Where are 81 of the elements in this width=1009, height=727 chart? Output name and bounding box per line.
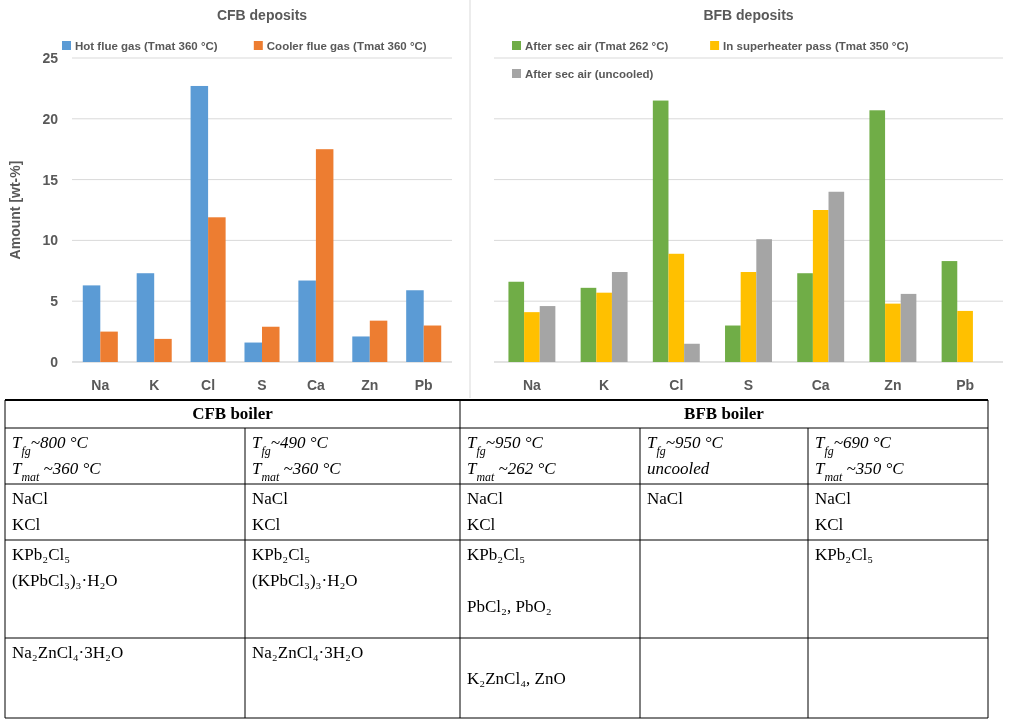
text: NaCl KCl <box>815 489 852 534</box>
bar <box>539 306 556 362</box>
bar <box>423 325 442 362</box>
text: Na₂ZnCl₄·3H₂O <box>252 643 364 662</box>
bar <box>900 293 917 362</box>
bar <box>957 310 973 362</box>
legend-label: Hot flue gas (Tmat 360 °C) <box>75 40 218 53</box>
legend-label: Cooler flue gas (Tmat 360 °C) <box>266 40 427 53</box>
x-tick-label: Ca <box>306 377 326 393</box>
bar <box>812 210 829 362</box>
bar <box>244 342 262 362</box>
bar <box>524 312 540 362</box>
text: NaCl <box>647 489 684 508</box>
y-tick-label: 5 <box>50 293 59 310</box>
bar <box>828 191 845 362</box>
bar <box>652 100 669 362</box>
bar <box>668 253 685 362</box>
bar <box>869 110 886 362</box>
bar <box>611 272 628 362</box>
x-tick-label: Na <box>522 377 542 393</box>
text: NaCl KCl <box>12 489 49 534</box>
legend-label: In superheater pass (Tmat 350 °C) <box>723 40 909 53</box>
x-tick-label: Na <box>91 377 110 393</box>
chart-title: CFB deposits <box>216 7 308 23</box>
text: KPb₂Cl₅ (KPbCl₃)₃·H₂O <box>12 545 118 590</box>
chart-title: BFB deposits <box>703 7 794 23</box>
x-tick-label: Cl <box>201 377 216 393</box>
text: KPb₂Cl₅ (KPbCl₃)₃·H₂O <box>252 545 358 590</box>
bar <box>82 285 101 362</box>
bar <box>885 303 901 362</box>
x-tick-label: Pb <box>956 377 975 393</box>
x-tick-label: S <box>743 377 754 393</box>
text: KPb₂Cl₅ <box>815 545 874 564</box>
x-tick-label: Pb <box>414 377 433 393</box>
text: K₂ZnCl₄, ZnO <box>467 669 566 688</box>
text: Na₂ZnCl₄·3H₂O <box>12 643 124 662</box>
bar <box>596 292 612 362</box>
x-tick-label: K <box>599 377 610 393</box>
y-axis-title: Amount [wt-%] <box>7 160 23 260</box>
bar <box>406 290 424 362</box>
bar <box>369 320 388 362</box>
text: NaCl KCl <box>252 489 289 534</box>
legend-label: After sec air (Tmat 262 °C) <box>525 40 669 53</box>
legend-label: After sec air (uncooled) <box>525 68 654 81</box>
x-tick-label: S <box>257 377 267 393</box>
bar <box>100 331 118 362</box>
y-tick-label: 15 <box>42 171 59 188</box>
text: T$_{fg}$~800 °C T$_{mat}$ ~360 °C <box>12 433 102 484</box>
y-tick-label: 10 <box>42 232 59 249</box>
bar <box>725 325 741 362</box>
text: T$_{fg}$~950 °C uncooled <box>647 433 724 478</box>
text: T$_{fg}$~690 °C T$_{mat}$ ~350 °C <box>815 433 905 484</box>
text: KPb₂Cl₅ PbCl₂, PbO₂ <box>467 545 552 616</box>
y-tick-label: 0 <box>50 353 59 370</box>
bar <box>684 343 700 362</box>
bar <box>136 273 155 362</box>
text: CFB boiler <box>192 404 274 423</box>
bar <box>208 217 226 362</box>
bar <box>262 326 280 362</box>
bar <box>298 280 316 362</box>
text: T$_{fg}$~490 °C T$_{mat}$ ~360 °C <box>252 433 342 484</box>
bar <box>315 149 334 362</box>
text: BFB boiler <box>684 404 765 423</box>
bar <box>797 273 813 362</box>
x-tick-label: K <box>149 377 160 393</box>
bar <box>190 85 209 362</box>
bar <box>154 338 172 362</box>
bar <box>756 239 772 362</box>
x-tick-label: Zn <box>884 377 902 393</box>
y-tick-label: 25 <box>42 49 59 66</box>
x-tick-label: Zn <box>361 377 379 393</box>
bar <box>941 261 958 362</box>
text: NaCl KCl <box>467 489 504 534</box>
bar <box>740 272 757 362</box>
text: T$_{fg}$~950 °C T$_{mat}$ ~262 °C <box>467 433 557 484</box>
bar <box>508 281 525 362</box>
y-tick-label: 20 <box>42 110 59 127</box>
bar <box>352 336 370 362</box>
x-tick-label: Cl <box>669 377 684 393</box>
bar <box>580 287 597 362</box>
x-tick-label: Ca <box>811 377 830 393</box>
